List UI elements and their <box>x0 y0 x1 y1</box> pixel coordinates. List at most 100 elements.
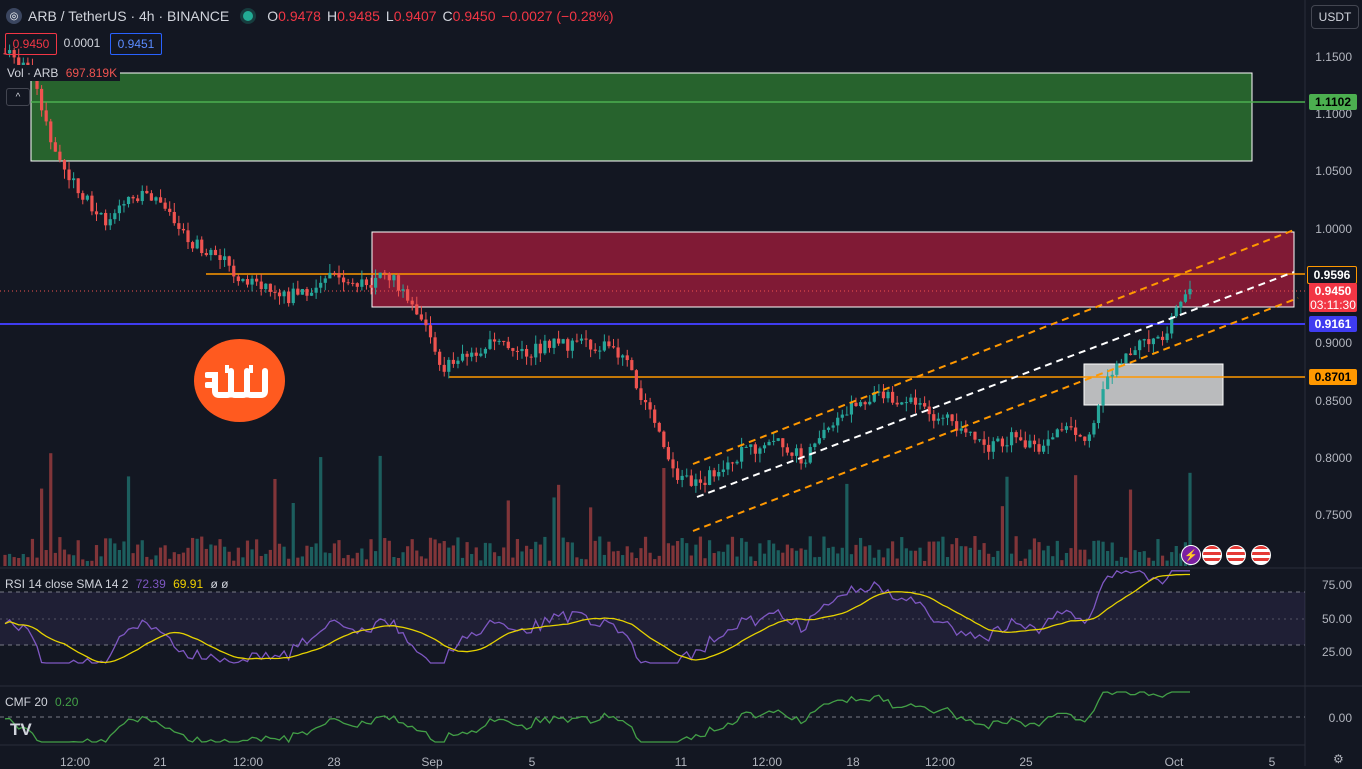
open-label: O <box>267 8 279 24</box>
rsi-label[interactable]: RSI 14 close SMA 14 2 <box>5 577 129 591</box>
volume-bar <box>332 543 337 566</box>
volume-bar <box>579 558 584 566</box>
candle-body <box>232 265 236 277</box>
volume-bar <box>149 559 154 566</box>
close-label: C <box>442 8 453 24</box>
candle-body <box>941 417 945 419</box>
chart-settings-icon[interactable]: ◎ <box>6 8 22 24</box>
channel-lower-line[interactable] <box>692 297 1299 532</box>
candle-body <box>117 205 121 214</box>
volume-bar <box>337 540 341 566</box>
candle-body <box>1087 434 1091 441</box>
candle-body <box>895 402 899 405</box>
candle-body <box>849 402 854 415</box>
volume-bar <box>1170 552 1174 566</box>
market-status-icon[interactable] <box>243 11 254 21</box>
volume-bar <box>630 552 634 566</box>
candle-body <box>328 272 332 279</box>
candle-body <box>1055 429 1059 438</box>
volume-bar <box>378 455 382 566</box>
volume-bar <box>1041 550 1046 566</box>
channel-mid-line[interactable] <box>696 271 1295 498</box>
volume-bar <box>360 548 364 566</box>
supply-zone[interactable] <box>371 231 1295 308</box>
currency-button[interactable]: USDT <box>1311 5 1359 29</box>
candle-body <box>543 340 547 354</box>
volume-bar <box>282 546 286 566</box>
volume-bar <box>881 557 886 566</box>
volume-bar <box>255 539 259 566</box>
candle-body <box>566 339 570 351</box>
volume-bar <box>945 557 950 566</box>
time-tick: 5 <box>528 755 536 769</box>
candle-body <box>456 360 460 364</box>
candle-body <box>1078 434 1082 437</box>
rsi-sma-line[interactable] <box>4 573 1190 664</box>
candlestick-series[interactable] <box>3 44 1192 493</box>
volume-bar <box>245 540 250 566</box>
collapse-legend-icon[interactable]: ^ <box>6 88 30 106</box>
spread-value: 0.0001 <box>63 36 101 50</box>
volume-bar <box>529 549 533 566</box>
volume-bar <box>488 543 492 566</box>
us-flag-icon[interactable] <box>1202 545 1222 565</box>
candle-body <box>387 273 391 281</box>
candle-body <box>552 338 556 348</box>
candle-body <box>790 452 794 456</box>
time-settings-icon[interactable]: ⚙ <box>1333 752 1344 766</box>
candle-body <box>868 401 872 405</box>
volume-bar <box>662 468 666 566</box>
candle-body <box>621 355 625 358</box>
candle-body <box>666 447 671 460</box>
candle-body <box>502 340 506 342</box>
volume-bar <box>1023 558 1027 566</box>
candle-body <box>932 414 936 421</box>
candle-body <box>465 353 469 357</box>
candle-body <box>190 242 195 249</box>
volume-bar <box>977 549 982 566</box>
volume-bar <box>694 544 698 566</box>
volume-bar <box>451 545 455 566</box>
volume-bar <box>767 540 771 566</box>
volume-bar <box>126 476 131 566</box>
volume-bar <box>1014 536 1018 566</box>
sell-price-box[interactable]: 0.9450 <box>5 33 57 55</box>
volume-bar <box>113 543 117 566</box>
orange-upper-tag[interactable]: 0.9596 <box>1307 266 1357 284</box>
buy-price-box[interactable]: 0.9451 <box>110 33 162 55</box>
volume-bar <box>685 543 689 566</box>
volume-bar <box>625 546 629 566</box>
volume-bar <box>602 554 606 566</box>
volume-bar <box>854 544 858 566</box>
blue-level-tag[interactable]: 0.9161 <box>1309 316 1357 332</box>
volume-bar <box>648 552 652 566</box>
candle-body <box>936 418 940 421</box>
current-price-tag[interactable]: 0.9450 03:11:30 <box>1309 283 1357 312</box>
candle-body <box>99 212 103 215</box>
candle-body <box>977 439 982 441</box>
candle-body <box>794 448 799 456</box>
cmf-line[interactable] <box>4 691 1190 744</box>
lightning-icon[interactable]: ⚡ <box>1181 545 1201 565</box>
candle-body <box>698 479 703 483</box>
demand-zone[interactable] <box>1083 363 1224 406</box>
green-level-tag[interactable]: 1.1102 <box>1309 94 1357 110</box>
candle-body <box>213 249 218 256</box>
orange-lower-tag[interactable]: 0.8701 <box>1309 369 1357 385</box>
candle-body <box>579 338 584 341</box>
volume-bar <box>474 547 478 566</box>
candle-body <box>735 461 739 464</box>
us-flag-icon[interactable] <box>1251 545 1271 565</box>
volume-bar <box>81 559 85 566</box>
resistance-zone[interactable] <box>30 72 1253 162</box>
tradingview-logo-icon[interactable]: TV <box>10 720 32 739</box>
volume-bar <box>941 536 945 566</box>
time-tick: 11 <box>674 755 688 769</box>
us-flag-icon[interactable] <box>1226 545 1246 565</box>
symbol-title[interactable]: ARB / TetherUS · 4h · BINANCE <box>28 8 230 24</box>
candle-body <box>959 428 963 431</box>
cmf-label[interactable]: CMF 20 <box>5 695 48 709</box>
candle-body <box>886 391 890 399</box>
